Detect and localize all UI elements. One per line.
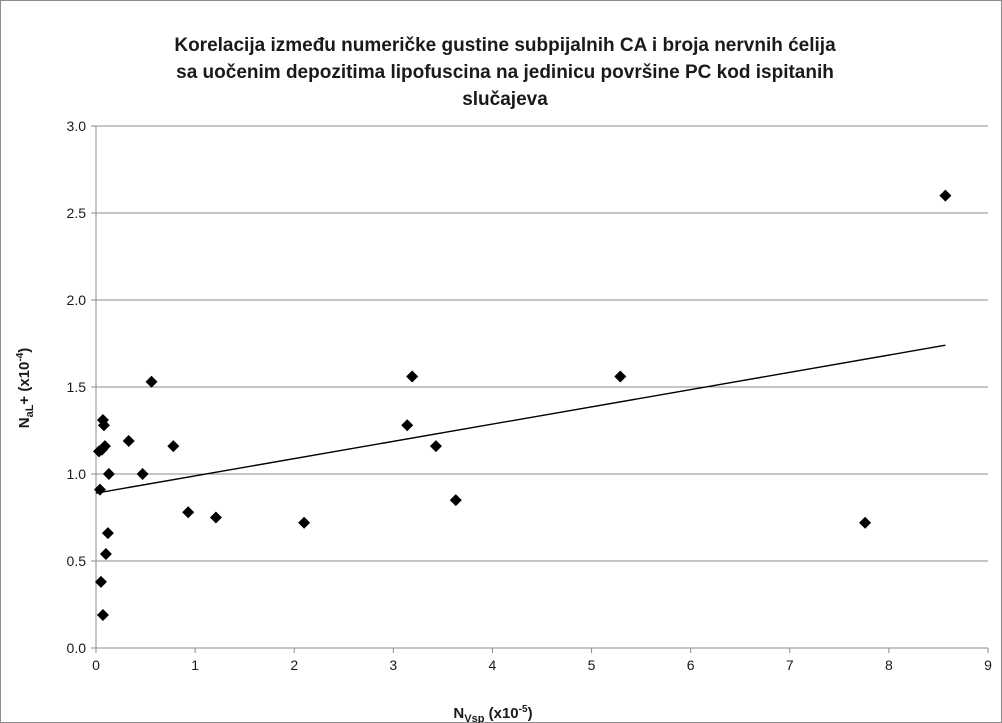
- chart-title: Korelacija između numeričke gustine subp…: [174, 35, 836, 110]
- x-axis-label-main: N: [453, 705, 464, 722]
- data-point-5: [93, 483, 106, 496]
- x-tick-label-9: 9: [984, 657, 992, 673]
- x-tick-label-8: 8: [885, 657, 893, 673]
- data-point-6: [102, 468, 115, 480]
- y-axis-label-main: N: [16, 417, 33, 428]
- trendline: [95, 344, 946, 494]
- y-axis-label-post: ): [16, 348, 33, 353]
- data-point-10: [96, 608, 109, 621]
- data-point-20: [429, 440, 442, 453]
- x-tick-label-4: 4: [489, 657, 497, 673]
- y-tick-label-0: 0.0: [67, 640, 87, 656]
- x-axis-label-sup: -5: [519, 704, 528, 715]
- chart-title-line-1: Korelacija između numeričke gustine subp…: [174, 35, 836, 56]
- y-axis-label-sup: -4: [15, 352, 26, 361]
- y-tick-label-5: 2.5: [67, 205, 87, 221]
- gridlines: [96, 125, 988, 562]
- y-axis-label: NaL+ (x10-4): [15, 348, 36, 429]
- x-tick-label-0: 0: [92, 657, 100, 673]
- y-tick-label-3: 1.5: [67, 379, 87, 395]
- trendline-group: [95, 344, 946, 494]
- x-axis-label-pre: (x10: [484, 705, 518, 722]
- data-point-9: [94, 575, 107, 588]
- data-point-22: [614, 370, 627, 383]
- data-point-18: [401, 419, 414, 432]
- x-tick-label-3: 3: [389, 657, 397, 673]
- data-point-11: [122, 434, 135, 447]
- y-tick-labels: 0.0 0.5 1.0 1.5 2.0 2.5 3.0: [67, 118, 87, 656]
- data-point-14: [167, 440, 180, 453]
- y-axis-label-sub: aL: [24, 404, 36, 417]
- y-axis-label-pre: + (x10: [16, 362, 33, 405]
- data-point-4: [98, 440, 111, 453]
- x-tick-label-5: 5: [588, 657, 596, 673]
- y-tick-label-4: 2.0: [67, 292, 87, 308]
- data-point-16: [209, 511, 222, 524]
- data-point-12: [136, 468, 149, 480]
- data-point-19: [406, 370, 419, 383]
- chart-title-line-2: sa uočenim depozitima lipofuscina na jed…: [176, 62, 834, 83]
- y-tick-label-1: 0.5: [67, 553, 87, 569]
- x-tick-label-2: 2: [290, 657, 298, 673]
- y-tick-label-2: 1.0: [67, 466, 87, 482]
- data-point-23: [859, 516, 872, 529]
- x-tick-label-1: 1: [191, 657, 199, 673]
- x-axis-label-post: ): [528, 705, 533, 722]
- data-point-21: [449, 494, 462, 507]
- x-tick-label-7: 7: [786, 657, 794, 673]
- x-axis-label-sub: Vsp: [464, 713, 484, 723]
- data-point-24: [939, 189, 952, 202]
- x-axis-label: NVsp (x10-5): [453, 704, 532, 723]
- data-point-3: [97, 419, 110, 432]
- x-tick-labels: 0 1 2 3 4 5 6 7 8 9: [92, 657, 992, 673]
- data-point-17: [298, 516, 311, 529]
- x-tick-label-6: 6: [687, 657, 695, 673]
- data-points: [92, 189, 952, 621]
- data-point-13: [145, 375, 158, 388]
- data-point-8: [99, 548, 112, 561]
- data-point-7: [101, 527, 114, 540]
- y-tick-label-6: 3.0: [67, 118, 87, 134]
- data-point-15: [182, 506, 195, 519]
- chart-title-line-3: slučajeva: [462, 89, 548, 110]
- axes: [91, 125, 989, 653]
